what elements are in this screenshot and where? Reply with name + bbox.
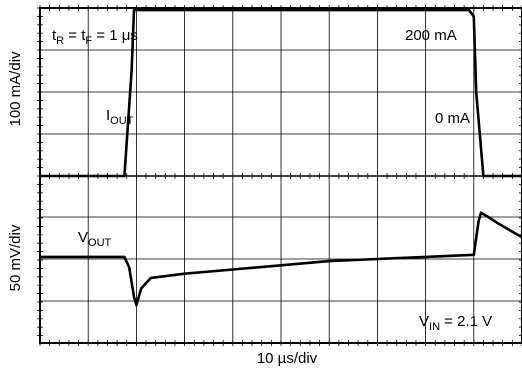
level-low-label: 0 mA bbox=[435, 110, 470, 127]
trace-vout bbox=[40, 211, 522, 307]
level-high-label: 200 mA bbox=[405, 27, 457, 44]
y-axis-label-top: 100 mA/div bbox=[7, 51, 24, 127]
vin-label: VIN = 2.1 V bbox=[419, 313, 492, 333]
vout-label: VOUT bbox=[78, 229, 112, 249]
x-axis-label: 10 µs/div bbox=[257, 350, 318, 367]
iout-label: IOUT bbox=[106, 107, 134, 127]
timing-annotation: tR = tF = 1 μs bbox=[52, 27, 138, 47]
y-axis-label-bottom: 50 mV/div bbox=[7, 224, 24, 291]
